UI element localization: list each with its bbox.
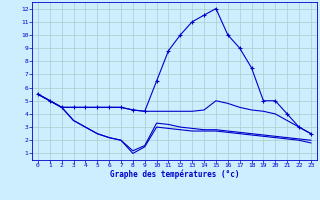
X-axis label: Graphe des températures (°c): Graphe des températures (°c) — [110, 170, 239, 179]
